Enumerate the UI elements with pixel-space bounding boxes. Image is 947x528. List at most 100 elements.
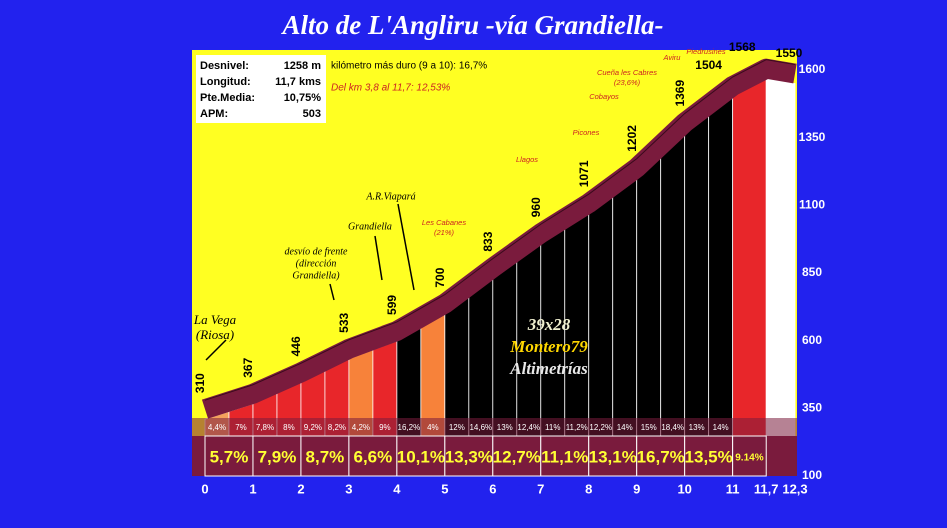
y-tick-label: 1600 bbox=[799, 62, 826, 76]
stat-value: 1258 m bbox=[284, 60, 322, 72]
stats-box bbox=[196, 55, 326, 123]
x-tick-label: 8 bbox=[585, 481, 592, 496]
gradient-column bbox=[708, 95, 734, 437]
km-grade-label: 7,9% bbox=[258, 447, 297, 466]
half-km-label: 8% bbox=[283, 423, 295, 432]
km-grade-label: 8,7% bbox=[306, 447, 345, 466]
y-tick-label: 1100 bbox=[799, 198, 825, 212]
elevation-label: 367 bbox=[241, 357, 255, 377]
x-tick-label: 2 bbox=[297, 481, 304, 496]
leader-line bbox=[374, 235, 383, 281]
annotation: A.R.Viapará bbox=[365, 191, 415, 202]
half-km-label: 16,2% bbox=[398, 423, 421, 432]
km-grade-label: 16,7% bbox=[637, 447, 685, 466]
x-tick-label: 6 bbox=[489, 481, 496, 496]
place-label: Piedrusines bbox=[686, 47, 725, 56]
gradient-column bbox=[468, 276, 494, 437]
annotation: Grandiella bbox=[348, 221, 392, 232]
km-grade-cell bbox=[732, 435, 767, 477]
half-km-label: 7,8% bbox=[256, 423, 274, 432]
annotation: La Vega bbox=[193, 312, 237, 327]
place-label: Picones bbox=[573, 128, 600, 137]
half-km-label: 18,4% bbox=[661, 423, 684, 432]
annotation: desvío de frente bbox=[285, 246, 349, 257]
km-grade-label: 12,7% bbox=[493, 447, 541, 466]
half-km-label: 12,2% bbox=[589, 423, 612, 432]
stat-value: 10,75% bbox=[284, 92, 322, 104]
elevation-label: 1369 bbox=[673, 80, 687, 107]
road-profile bbox=[201, 58, 797, 419]
x-tick-label: 11,7 bbox=[754, 481, 779, 496]
km-grade-label: 11,1% bbox=[541, 447, 588, 466]
place-label: (21%) bbox=[434, 228, 455, 237]
elevation-label: 1071 bbox=[577, 160, 591, 187]
gradient-column bbox=[612, 176, 638, 437]
watermark: 39x28 bbox=[527, 315, 571, 334]
half-km-label: 13% bbox=[497, 423, 513, 432]
x-tick-label: 5 bbox=[441, 481, 448, 496]
road-edge bbox=[204, 59, 796, 401]
x-tick-label: 4 bbox=[393, 481, 401, 496]
place-label: Llagos bbox=[516, 155, 538, 164]
y-tick-label: 100 bbox=[802, 468, 822, 482]
stat-label: APM: bbox=[200, 108, 228, 120]
elevation-label: 533 bbox=[337, 312, 351, 332]
x-tick-label: 10 bbox=[677, 481, 691, 496]
half-km-label: 9% bbox=[379, 423, 391, 432]
km-grade-label: 9.14% bbox=[735, 453, 763, 464]
leader-line bbox=[397, 203, 415, 291]
x-tick-label: 1 bbox=[249, 481, 256, 496]
km-grade-cell bbox=[588, 435, 638, 477]
leader-line bbox=[329, 283, 335, 301]
elevation-label: 310 bbox=[193, 373, 207, 393]
half-km-label: 9,2% bbox=[304, 423, 322, 432]
x-tick-label: 12,3 bbox=[782, 481, 807, 496]
note: Del km 3,8 al 11,7: 12,53% bbox=[331, 83, 450, 94]
half-km-label: 4% bbox=[427, 423, 439, 432]
gradient-column bbox=[660, 131, 686, 437]
km-grade-cell bbox=[348, 435, 398, 477]
elevation-label: 1202 bbox=[625, 125, 639, 152]
place-label: Cobayos bbox=[589, 92, 619, 101]
elevation-label: 700 bbox=[433, 267, 447, 287]
label-strip bbox=[192, 418, 797, 436]
note: kilómetro más duro (9 a 10): 16,7% bbox=[331, 61, 487, 72]
stat-label: Pte.Media: bbox=[200, 92, 255, 104]
km-grade-label: 6,6% bbox=[354, 447, 393, 466]
half-km-label: 12,4% bbox=[517, 423, 540, 432]
km-grade-label: 13,1% bbox=[589, 447, 637, 466]
half-km-label: 11% bbox=[545, 423, 560, 432]
gradient-column bbox=[732, 78, 767, 437]
km-grade-cell bbox=[636, 435, 686, 477]
stat-value: 11,7 kms bbox=[275, 76, 321, 88]
half-km-label: 14% bbox=[617, 423, 633, 432]
km-grade-cell bbox=[300, 435, 350, 477]
elevation-label: 1568 bbox=[729, 40, 756, 54]
y-tick-label: 600 bbox=[802, 333, 822, 347]
km-grade-label: 10,1% bbox=[397, 447, 445, 466]
gradient-column bbox=[636, 154, 662, 437]
elevation-label: 599 bbox=[385, 295, 399, 315]
place-label: Les Cabanes bbox=[422, 218, 466, 227]
chart-title: Alto de L'Angliru -vía Grandiella- bbox=[280, 10, 663, 40]
gradient-column bbox=[588, 194, 614, 437]
leader-line bbox=[205, 339, 227, 361]
x-tick-label: 9 bbox=[633, 481, 640, 496]
km-grade-cell bbox=[492, 435, 542, 477]
half-km-label: 11,2% bbox=[566, 423, 588, 432]
descent-column bbox=[765, 78, 796, 437]
km-grade-cell bbox=[444, 435, 494, 477]
gradient-column bbox=[420, 312, 446, 437]
half-km-label: 12% bbox=[449, 423, 465, 432]
x-tick-label: 0 bbox=[201, 481, 208, 496]
elevation-label: 1550 bbox=[776, 46, 803, 60]
km-grade-cell bbox=[684, 435, 734, 477]
half-km-label: 4,4% bbox=[208, 423, 226, 432]
annotation: Grandiella) bbox=[292, 270, 340, 281]
stat-label: Longitud: bbox=[200, 76, 251, 88]
y-tick-label: 1350 bbox=[799, 130, 826, 144]
half-km-label: 8,2% bbox=[328, 423, 346, 432]
x-tick-label: 11 bbox=[726, 481, 740, 496]
stat-value: 503 bbox=[303, 108, 321, 120]
x-tick-label: 7 bbox=[537, 481, 544, 496]
